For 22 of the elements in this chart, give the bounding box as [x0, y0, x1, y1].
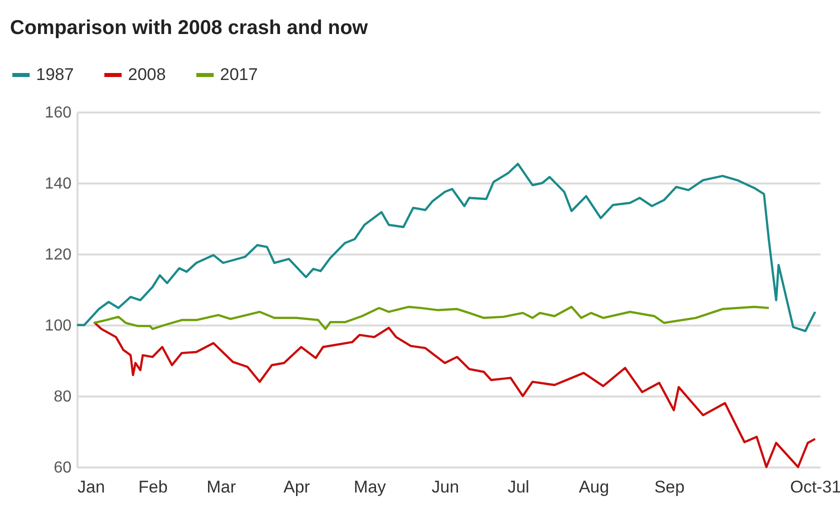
legend-label: 2008	[128, 65, 166, 84]
line-series	[92, 306, 770, 330]
chart-title: Comparison with 2008 crash and now	[10, 17, 368, 39]
x-tick-label: Aug	[578, 478, 610, 496]
y-tick-label: 120	[44, 246, 72, 264]
x-tick-label: Oct-31	[790, 478, 840, 496]
y-tick-label: 80	[54, 388, 72, 406]
x-tick-label: Apr	[284, 478, 310, 496]
line-series	[92, 321, 816, 468]
y-tick-label: 140	[44, 176, 72, 192]
y-tick-label: 160	[44, 104, 72, 122]
x-tick-label: Jul	[508, 478, 530, 496]
y-tick-label: 60	[54, 460, 72, 476]
x-tick-label: Sep	[654, 478, 685, 496]
y-tick-label: 100	[44, 318, 72, 334]
legend-label: 1987	[36, 65, 74, 84]
legend-label: 2017	[220, 65, 258, 84]
x-tick-label: Feb	[138, 478, 168, 496]
x-tick-label: May	[354, 478, 386, 496]
x-tick-label: Mar	[206, 478, 236, 496]
x-tick-label: Jan	[78, 478, 105, 496]
x-tick-label: Jun	[432, 478, 460, 496]
